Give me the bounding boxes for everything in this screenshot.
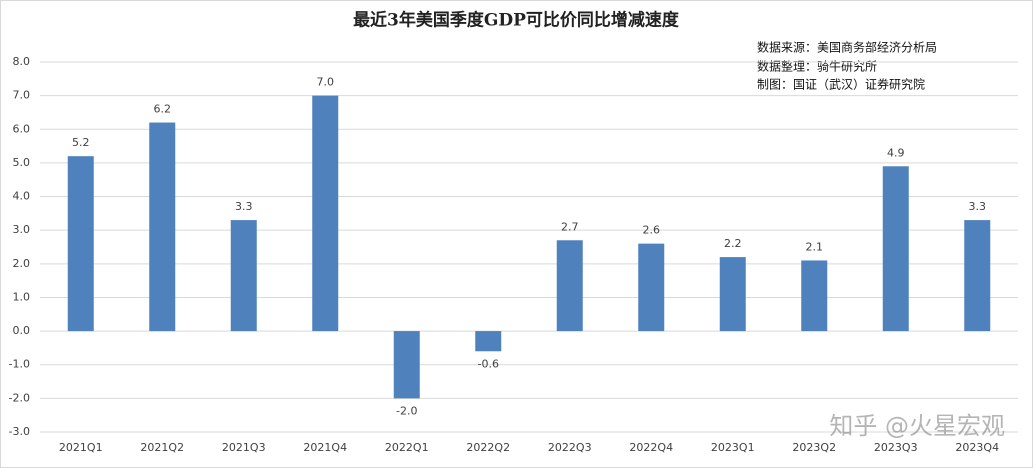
bar: [230, 220, 257, 332]
bar: [312, 95, 339, 332]
annotation: 数据来源：美国商务部经济分析局: [757, 40, 937, 55]
bar: [638, 243, 665, 332]
bar: [67, 156, 94, 332]
value-label: 5.2: [72, 136, 90, 149]
y-tick-label: 6.0: [13, 122, 31, 135]
x-tick-label: 2023Q3: [874, 441, 918, 454]
value-label: 3.3: [969, 200, 987, 213]
y-tick-label: 5.0: [13, 156, 31, 169]
x-tick-label: 2023Q4: [955, 441, 999, 454]
y-tick-label: 2.0: [13, 257, 31, 270]
watermark: 知乎 @火星宏观: [829, 412, 1005, 440]
x-tick-label: 2021Q3: [222, 441, 266, 454]
y-tick-label: 7.0: [13, 89, 31, 102]
x-tick-label: 2022Q1: [385, 441, 429, 454]
bar: [882, 166, 909, 332]
y-tick-label: 3.0: [13, 223, 31, 236]
bar: [475, 331, 502, 352]
x-tick-label: 2023Q1: [711, 441, 755, 454]
value-label: 4.9: [887, 146, 905, 159]
bar: [556, 240, 583, 332]
value-label: 7.0: [317, 76, 335, 89]
x-tick-label: 2021Q4: [303, 441, 347, 454]
y-tick-label: 0.0: [13, 324, 31, 337]
value-label: -2.0: [396, 404, 417, 417]
bar: [801, 260, 828, 332]
value-label: 6.2: [154, 103, 172, 116]
bar: [719, 257, 746, 332]
value-label: -0.6: [478, 357, 499, 370]
y-tick-label: 4.0: [13, 190, 31, 203]
value-label: 2.1: [806, 240, 824, 253]
x-tick-label: 2021Q2: [140, 441, 184, 454]
y-tick-label: -3.0: [9, 425, 30, 438]
value-label: 2.6: [643, 224, 661, 237]
annotation: 制图：国证（武汉）证券研究院: [757, 77, 925, 92]
x-tick-label: 2023Q2: [792, 441, 836, 454]
value-label: 3.3: [235, 200, 253, 213]
bar: [393, 331, 420, 399]
y-tick-label: -1.0: [9, 358, 30, 371]
value-label: 2.2: [724, 237, 742, 250]
x-tick-label: 2022Q4: [629, 441, 673, 454]
x-tick-label: 2022Q2: [466, 441, 510, 454]
bar: [964, 220, 991, 332]
bar: [149, 122, 176, 332]
annotation: 数据整理：骑牛研究所: [757, 59, 877, 74]
y-tick-label: 1.0: [13, 290, 31, 303]
y-tick-label: -2.0: [9, 391, 30, 404]
value-label: 2.7: [561, 220, 579, 233]
chart-title: 最近3年美国季度GDP可比价同比增减速度: [353, 10, 680, 31]
y-tick-label: 8.0: [13, 55, 31, 68]
x-tick-label: 2021Q1: [59, 441, 103, 454]
x-tick-label: 2022Q3: [548, 441, 592, 454]
